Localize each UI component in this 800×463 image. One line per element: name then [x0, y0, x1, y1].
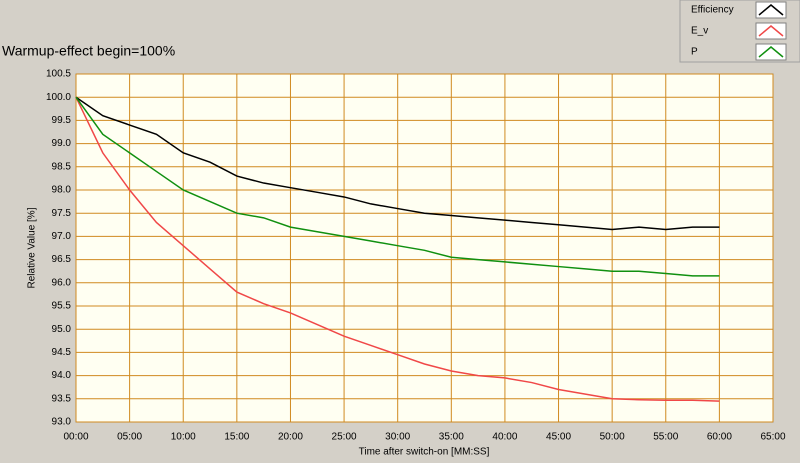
- y-tick-label: 94.0: [52, 370, 72, 381]
- y-tick-label: 95.5: [52, 301, 72, 312]
- x-tick-label: 60:00: [707, 432, 732, 443]
- y-tick-label: 93.5: [52, 393, 72, 404]
- legend-label: E_v: [691, 26, 708, 37]
- data-line: [75, 96, 720, 402]
- x-tick-label: 55:00: [653, 432, 678, 443]
- legend-swatch: [755, 22, 787, 40]
- x-tick-label: 30:00: [385, 432, 410, 443]
- x-tick-label: 50:00: [600, 432, 625, 443]
- legend-swatch: [755, 1, 787, 19]
- legend-swatch: [755, 43, 787, 61]
- legend-line: [758, 25, 784, 37]
- y-tick-label: 99.5: [52, 115, 72, 126]
- data-line: [75, 96, 720, 277]
- y-tick-label: 95.0: [52, 324, 72, 335]
- y-tick-label: 100.5: [46, 69, 71, 80]
- y-tick-label: 93.0: [52, 417, 72, 428]
- x-axis-label: Time after switch-on [MM:SS]: [359, 447, 490, 458]
- y-axis-label: Relative Value [%]: [27, 207, 38, 288]
- x-tick-label: 20:00: [278, 432, 303, 443]
- legend-label: Efficiency: [691, 5, 734, 16]
- y-tick-label: 96.5: [52, 254, 72, 265]
- y-tick-label: 97.0: [52, 231, 72, 242]
- plot-area: [75, 73, 774, 423]
- x-tick-label: 35:00: [439, 432, 464, 443]
- legend-line: [758, 4, 784, 16]
- y-tick-label: 98.5: [52, 161, 72, 172]
- x-tick-label: 10:00: [171, 432, 196, 443]
- x-tick-label: 65:00: [760, 432, 785, 443]
- x-tick-label: 25:00: [332, 432, 357, 443]
- y-tick-label: 100.0: [46, 92, 71, 103]
- x-tick-label: 00:00: [63, 432, 88, 443]
- x-tick-label: 40:00: [492, 432, 517, 443]
- chart-title: Warmup-effect begin=100%: [2, 43, 175, 59]
- x-tick-label: 15:00: [224, 432, 249, 443]
- legend-line: [758, 46, 784, 58]
- y-tick-label: 99.0: [52, 138, 72, 149]
- data-line: [75, 96, 720, 231]
- y-tick-label: 94.5: [52, 347, 72, 358]
- y-tick-label: 96.0: [52, 277, 72, 288]
- legend-label: P: [691, 47, 698, 58]
- x-tick-label: 45:00: [546, 432, 571, 443]
- x-tick-label: 05:00: [117, 432, 142, 443]
- y-tick-label: 97.5: [52, 208, 72, 219]
- y-tick-label: 98.0: [52, 185, 72, 196]
